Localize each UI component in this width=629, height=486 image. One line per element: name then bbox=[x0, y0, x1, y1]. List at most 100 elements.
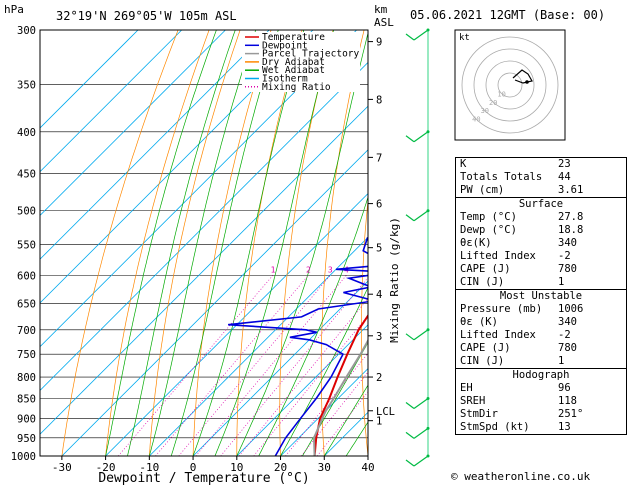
wet-adiabat-line bbox=[236, 31, 368, 456]
chart-axes: 3003504004505005506006507007508008509009… bbox=[11, 25, 395, 474]
legend-item: Isotherm bbox=[262, 74, 308, 85]
wind-barb bbox=[413, 29, 429, 41]
dry-adiabat-line bbox=[279, 30, 334, 456]
wet-adiabat-line bbox=[105, 30, 217, 456]
km-tick-label: 5 bbox=[376, 243, 382, 255]
dry-adiabat-line bbox=[236, 30, 303, 456]
hodograph-ring bbox=[485, 60, 535, 110]
unstable-row: Pressure (mb) 1006 bbox=[456, 303, 626, 316]
wet-adiabat-line bbox=[148, 30, 257, 456]
legend-item: Dewpoint bbox=[262, 40, 308, 51]
isotherm-line bbox=[40, 30, 314, 304]
unstable-label: CIN (J) bbox=[460, 355, 505, 367]
pressure-tick-label: 550 bbox=[17, 239, 36, 251]
pressure-tick-label: 850 bbox=[17, 393, 36, 405]
unstable-value: -2 bbox=[558, 329, 571, 341]
pressure-tick-label: 1000 bbox=[11, 451, 36, 463]
hodo-value: 96 bbox=[558, 382, 571, 394]
mixing-ratio-line bbox=[155, 275, 309, 456]
pressure-tick-label: 750 bbox=[17, 349, 36, 361]
wind-barb-dot bbox=[426, 209, 430, 213]
surface-label: Dewp (°C) bbox=[460, 224, 517, 236]
wind-barb bbox=[413, 427, 429, 439]
wind-barb-flag bbox=[405, 33, 415, 41]
pressure-tick-label: 350 bbox=[17, 80, 36, 92]
pressure-tick-label: 700 bbox=[17, 325, 36, 337]
pressure-tick-label: 950 bbox=[17, 433, 36, 445]
isotherm-line bbox=[192, 280, 368, 456]
legend-item: Parcel Trajectory bbox=[262, 49, 360, 60]
unstable-value: 1006 bbox=[558, 303, 584, 315]
surface-row: Dewp (°C) 18.8 bbox=[456, 224, 626, 237]
x-tick-label: 0 bbox=[190, 461, 197, 474]
hodo-row: StmDir 251° bbox=[456, 408, 626, 421]
x-tick-label: 10 bbox=[230, 461, 243, 474]
unstable-value: 1 bbox=[558, 355, 565, 367]
wet-adiabat-line bbox=[127, 30, 236, 456]
pressure-tick-label: 900 bbox=[17, 414, 36, 426]
chart-grid: 12346810162025 bbox=[40, 30, 368, 456]
surface-label: Lifted Index bbox=[460, 250, 536, 262]
wet-adiabat-line bbox=[280, 286, 368, 456]
hodograph-frame bbox=[454, 29, 566, 141]
hodograph-unit: kt bbox=[459, 33, 470, 43]
dry-adiabat-line bbox=[61, 30, 179, 456]
hodograph-ring-label: 30 bbox=[481, 107, 489, 115]
unstable-value: 340 bbox=[558, 316, 577, 328]
series-parcel-trajectory bbox=[312, 338, 368, 456]
km-tick-label: 2 bbox=[376, 372, 382, 384]
wind-barb-dot bbox=[426, 396, 430, 400]
pressure-tick-label: 800 bbox=[17, 372, 36, 384]
index-label: PW (cm) bbox=[460, 184, 505, 196]
wet-adiabat-line bbox=[302, 341, 368, 456]
isotherm-line bbox=[61, 149, 368, 456]
index-value: 3.61 bbox=[558, 184, 584, 196]
dry-adiabat-line bbox=[192, 30, 272, 456]
surface-row: CAPE (J) 780 bbox=[456, 263, 626, 276]
hodograph-ring bbox=[461, 36, 559, 134]
hodograph-ring bbox=[473, 48, 547, 122]
km-tick-label: 7 bbox=[376, 152, 382, 164]
wind-barb-dot bbox=[426, 426, 430, 430]
wind-barb-flag bbox=[405, 431, 415, 439]
hodograph-ring bbox=[497, 72, 523, 98]
unstable-title: Most Unstable bbox=[499, 290, 583, 302]
hodo-value: 13 bbox=[558, 421, 571, 433]
mixing-ratio-line bbox=[195, 275, 347, 456]
surface-row: Temp (°C) 27.8 bbox=[456, 211, 626, 224]
isotherm-line bbox=[40, 30, 139, 129]
unstable-label: Lifted Index bbox=[460, 329, 536, 341]
unstable-label: Pressure (mb) bbox=[460, 303, 543, 315]
km-tick-label: 1 bbox=[376, 416, 382, 428]
index-row: Totals Totals 44 bbox=[456, 171, 626, 184]
wind-barb-dot bbox=[426, 454, 430, 458]
surface-value: -2 bbox=[558, 250, 571, 262]
isotherm-line bbox=[280, 367, 368, 456]
datetime-label: 05.06.2021 12GMT (Base: 00) bbox=[410, 8, 606, 22]
wind-barb-flag bbox=[405, 333, 415, 341]
wind-barb-dot bbox=[426, 130, 430, 134]
isotherm-line bbox=[40, 105, 368, 435]
surface-title: Surface bbox=[518, 198, 564, 210]
unstable-label: θε (K) bbox=[460, 316, 498, 328]
pressure-tick-label: 600 bbox=[17, 270, 36, 282]
index-row: K 23 bbox=[456, 158, 626, 171]
km-tick-label: 3 bbox=[376, 331, 382, 343]
unstable-row: CAPE (J) 780 bbox=[456, 342, 626, 355]
isotherm-line bbox=[105, 193, 368, 456]
hodo-value: 118 bbox=[558, 395, 577, 407]
isotherm-line bbox=[40, 30, 226, 217]
dry-adiabat-line bbox=[320, 30, 365, 456]
unstable-row: Lifted Index -2 bbox=[456, 329, 626, 342]
hodograph-ring-label: 40 bbox=[472, 116, 480, 124]
wet-adiabat-line bbox=[170, 30, 279, 456]
pressure-tick-label: 400 bbox=[17, 127, 36, 139]
surface-value: 18.8 bbox=[558, 224, 584, 236]
km-tick-label: 6 bbox=[376, 199, 382, 211]
unstable-row: θε (K) 340 bbox=[456, 316, 626, 329]
km-tick-label: 9 bbox=[376, 37, 382, 49]
wind-barb bbox=[413, 210, 429, 222]
wind-barb-flag bbox=[405, 135, 415, 143]
